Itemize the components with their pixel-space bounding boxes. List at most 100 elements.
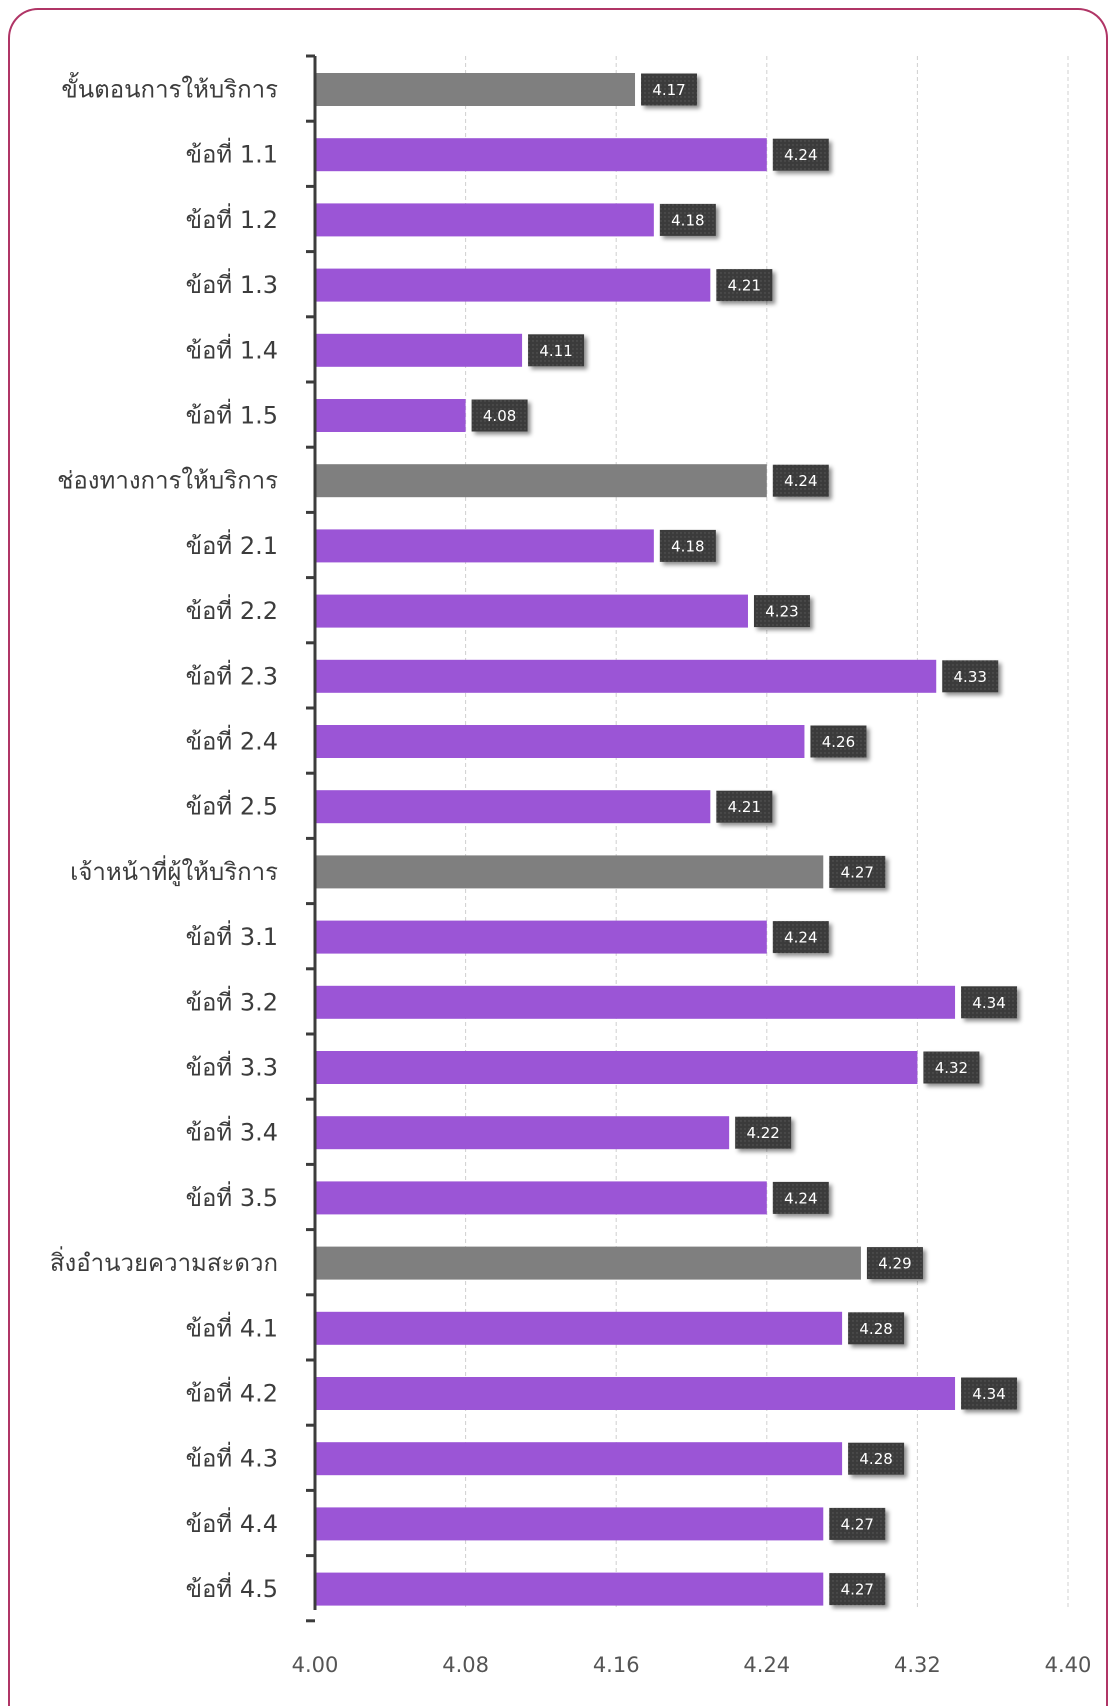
data-label-box — [641, 73, 698, 106]
data-label-box — [659, 529, 716, 562]
data-label: 4.27 — [841, 1581, 874, 1599]
data-label-box — [810, 725, 867, 758]
data-label-box — [735, 1116, 792, 1149]
item-bar — [315, 1507, 824, 1541]
category-label: ข้อที่ 3.2 — [186, 985, 278, 1016]
category-label: ข้อที่ 4.5 — [186, 1572, 278, 1603]
group-bar — [315, 1246, 861, 1280]
data-label: 4.21 — [728, 798, 761, 816]
data-label: 4.11 — [539, 342, 572, 360]
data-label-box — [829, 1507, 886, 1540]
item-bar — [315, 268, 711, 302]
data-label: 4.29 — [878, 1255, 911, 1273]
category-label: ข้อที่ 2.3 — [186, 659, 278, 690]
category-label: ข้อที่ 1.5 — [186, 399, 278, 430]
data-label-box — [772, 921, 829, 954]
category-label: ข้อที่ 3.3 — [186, 1051, 278, 1082]
data-label-box — [716, 790, 773, 823]
data-label-box — [716, 269, 773, 302]
data-label-box — [753, 595, 810, 628]
data-label: 4.27 — [841, 863, 874, 881]
data-label-box — [961, 986, 1018, 1019]
x-tick-label: 4.16 — [593, 1653, 640, 1677]
item-bar — [315, 1377, 956, 1410]
data-label-box — [659, 203, 716, 236]
data-label: 4.24 — [784, 1189, 817, 1207]
category-label: ข้อที่ 2.5 — [186, 790, 278, 821]
category-label: ข้อที่ 4.1 — [186, 1311, 278, 1342]
data-label-box — [961, 1377, 1018, 1410]
group-bar — [315, 73, 636, 106]
data-label-box — [772, 464, 829, 497]
data-label-box — [829, 855, 886, 888]
category-label: ข้อที่ 3.1 — [186, 920, 278, 951]
data-label-box — [848, 1442, 905, 1475]
category-label: ช่องทางการให้บริการ — [57, 467, 278, 495]
data-label: 4.34 — [972, 1385, 1005, 1403]
data-label-box — [942, 660, 999, 693]
data-label: 4.32 — [935, 1059, 968, 1077]
category-label: สิ่งอำนวยความสะดวก — [50, 1246, 278, 1277]
grid-lines — [465, 56, 1069, 1610]
group-bar — [315, 464, 767, 498]
item-bar — [315, 985, 956, 1019]
data-label-box — [528, 334, 585, 367]
data-label-box — [772, 1181, 829, 1214]
x-tick-label: 4.24 — [743, 1653, 790, 1677]
data-label: 4.24 — [784, 472, 817, 490]
item-bar — [315, 1442, 843, 1476]
item-bar — [315, 1181, 767, 1215]
bars — [315, 73, 956, 1606]
x-tick-label: 4.08 — [442, 1653, 489, 1677]
item-bar — [315, 594, 748, 628]
data-label-box — [829, 1573, 886, 1606]
data-label-box — [866, 1247, 923, 1280]
item-bar — [315, 659, 937, 693]
data-label: 4.34 — [972, 994, 1005, 1012]
item-bar — [315, 1116, 730, 1150]
data-label: 4.18 — [671, 537, 704, 555]
item-bar — [315, 725, 805, 758]
data-label: 4.23 — [765, 603, 798, 621]
data-label: 4.28 — [859, 1320, 892, 1338]
axes — [306, 54, 317, 1623]
data-label: 4.18 — [671, 211, 704, 229]
item-bar — [315, 920, 767, 954]
data-label: 4.24 — [784, 146, 817, 164]
item-bar — [315, 399, 466, 432]
category-label: ข้อที่ 2.2 — [186, 594, 278, 625]
category-label: ข้อที่ 1.1 — [186, 138, 278, 169]
item-bar — [315, 138, 767, 172]
data-label: 4.26 — [822, 733, 855, 751]
data-label-box — [471, 399, 528, 432]
category-label: ข้อที่ 1.2 — [186, 203, 278, 234]
category-label: ข้อที่ 2.4 — [186, 725, 278, 756]
item-bar — [315, 203, 654, 237]
item-bar — [315, 1051, 918, 1084]
data-label: 4.24 — [784, 929, 817, 947]
category-label: เจ้าหน้าที่ผู้ให้บริการ — [70, 855, 278, 887]
labels: 4.17 ขั้นตอนการให้บริการ 4.24 ข้อที่ 1.1 4.1… — [50, 72, 1092, 1678]
data-label: 4.08 — [483, 407, 516, 425]
category-label: ข้อที่ 3.5 — [186, 1181, 278, 1212]
category-label: ข้อที่ 4.4 — [186, 1507, 278, 1538]
data-label: 4.22 — [746, 1124, 779, 1142]
category-label: ข้อที่ 1.4 — [186, 333, 278, 364]
data-label: 4.17 — [652, 81, 685, 99]
item-bar — [315, 790, 711, 824]
category-label: ข้อที่ 2.1 — [186, 529, 278, 560]
item-bar — [315, 333, 523, 367]
x-tick-label: 4.00 — [292, 1653, 339, 1677]
item-bar — [315, 529, 654, 563]
x-tick-label: 4.32 — [894, 1653, 941, 1677]
category-label: ข้อที่ 1.3 — [186, 268, 278, 299]
data-label: 4.28 — [859, 1450, 892, 1468]
x-tick-label: 4.40 — [1045, 1653, 1092, 1677]
item-bar — [315, 1572, 824, 1606]
group-bar — [315, 855, 824, 889]
category-label: ขั้นตอนการให้บริการ — [61, 72, 278, 104]
category-label: ข้อที่ 3.4 — [186, 1116, 278, 1147]
category-label: ข้อที่ 4.3 — [186, 1442, 278, 1473]
data-label: 4.27 — [841, 1515, 874, 1533]
